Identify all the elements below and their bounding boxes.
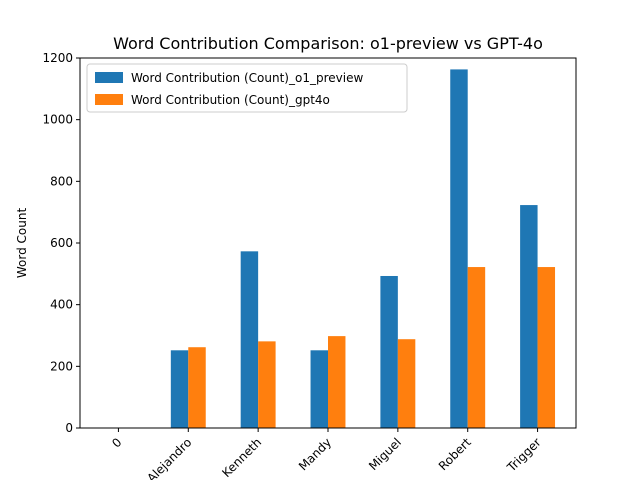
x-tick-label: Mandy [296, 435, 334, 473]
legend-swatch [95, 72, 123, 83]
x-tick-label: Robert [436, 435, 474, 473]
bar-o1-preview-1 [170, 350, 189, 428]
y-tick-label: 1000 [42, 113, 73, 127]
bar-o1-preview-4 [380, 275, 398, 428]
y-tick-label: 200 [50, 359, 73, 373]
legend-label: Word Contribution (Count)_o1_preview [131, 71, 363, 85]
bar-gpt4o-3 [328, 336, 346, 428]
y-axis-ticks: 0 200 400 600 800 1000 1200 [42, 51, 80, 435]
bar-gpt4o-1 [188, 347, 206, 428]
bars-group [170, 69, 556, 428]
bar-gpt4o-6 [537, 267, 556, 428]
chart-title: Word Contribution Comparison: o1-preview… [113, 34, 543, 53]
bar-o1-preview-5 [450, 69, 468, 428]
legend-label: Word Contribution (Count)_gpt4o [131, 93, 330, 107]
bar-gpt4o-2 [258, 341, 276, 428]
x-axis-ticks: 0 Alejandro Kenneth Mandy Miguel Robert Trigge… [109, 428, 544, 480]
x-tick-label: Trigger [504, 435, 544, 475]
bar-gpt4o-4 [397, 339, 416, 428]
y-tick-label: 1200 [42, 51, 73, 65]
x-tick-label: Alejandro [144, 435, 194, 480]
y-tick-label: 600 [50, 236, 73, 250]
bar-o1-preview-2 [240, 251, 259, 428]
plot-frame [79, 57, 577, 429]
bar-gpt4o-5 [467, 267, 486, 428]
y-axis-label: Word Count [15, 208, 29, 279]
y-tick-label: 400 [50, 298, 73, 312]
y-tick-label: 800 [50, 174, 73, 188]
legend-box [86, 63, 408, 113]
legend-swatch [95, 94, 123, 105]
x-tick-label: Miguel [366, 435, 404, 473]
y-tick-label: 0 [65, 421, 73, 435]
x-tick-label: Kenneth [219, 435, 264, 480]
x-tick-label: 0 [109, 435, 124, 450]
bar-o1-preview-3 [310, 350, 328, 428]
legend: Word Contribution (Count)_o1_preview Word… [86, 63, 408, 113]
bar-o1-preview-6 [520, 205, 538, 428]
